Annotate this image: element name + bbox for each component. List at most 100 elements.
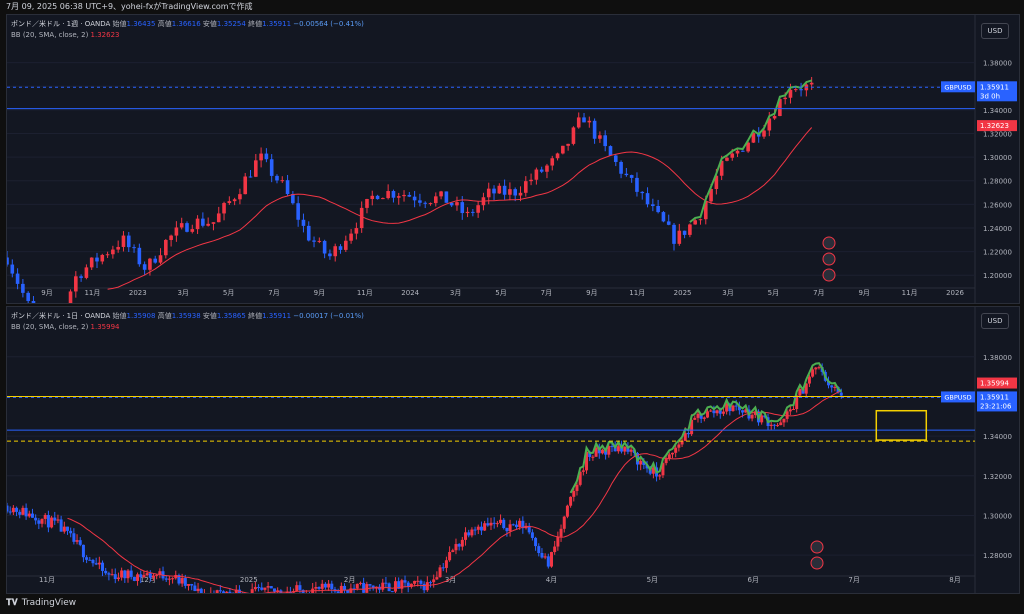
candle-body bbox=[793, 89, 798, 91]
price-badge bbox=[977, 391, 1017, 412]
candle-body bbox=[497, 185, 502, 194]
bollinger-basis-line bbox=[67, 390, 842, 593]
weekly-chart-pane[interactable]: ポンド／米ドル · 1週 · OANDA 始値1.36435 高値1.36616… bbox=[6, 14, 1020, 304]
candle-body bbox=[674, 447, 678, 453]
candle-body bbox=[672, 224, 676, 244]
candle-body bbox=[89, 257, 94, 268]
candle-body bbox=[381, 198, 385, 200]
candle-body bbox=[559, 528, 563, 537]
candle-body bbox=[712, 410, 716, 414]
candle-body bbox=[492, 188, 496, 194]
candle-body bbox=[521, 520, 525, 529]
candle-body bbox=[530, 532, 534, 538]
candle-body bbox=[269, 159, 274, 176]
candle-body bbox=[88, 559, 92, 561]
chart-window-title: 7月 09, 2025 06:38 UTC+9、yohei-fxがTrading… bbox=[0, 0, 1024, 14]
x-tick-label: 4月 bbox=[546, 576, 557, 584]
candle-body bbox=[591, 456, 595, 458]
bb-badge bbox=[977, 120, 1017, 132]
candle-body bbox=[811, 369, 815, 377]
bb-badge-value: 1.35994 bbox=[980, 380, 1009, 388]
candle-body bbox=[21, 283, 25, 293]
candle-body bbox=[804, 383, 808, 394]
candle-body bbox=[269, 586, 273, 589]
candle-body bbox=[523, 181, 528, 193]
candle-body bbox=[110, 574, 114, 576]
candle-body bbox=[623, 446, 627, 452]
candle-body bbox=[534, 537, 538, 547]
candle-body bbox=[581, 470, 585, 472]
close-label: 終値 bbox=[248, 20, 263, 28]
candle-body bbox=[658, 475, 662, 477]
candle-body bbox=[381, 582, 385, 590]
candle-body bbox=[513, 189, 517, 196]
candle-body bbox=[151, 575, 155, 578]
candle-body bbox=[113, 574, 117, 580]
candle-body bbox=[566, 143, 570, 146]
candle-body bbox=[540, 553, 544, 558]
x-tick-label: 8月 bbox=[949, 576, 960, 584]
candle-body bbox=[228, 591, 232, 593]
candle-body bbox=[788, 409, 792, 412]
candle-body bbox=[132, 576, 136, 581]
x-tick-label: 11月 bbox=[39, 576, 55, 584]
candle-body bbox=[169, 235, 173, 240]
candle-body bbox=[664, 459, 668, 464]
x-tick-label: 2024 bbox=[401, 289, 419, 297]
high-value: 1.35938 bbox=[171, 312, 201, 320]
candle-body bbox=[451, 550, 455, 553]
bb-badge bbox=[977, 377, 1017, 389]
candle-body bbox=[142, 575, 146, 578]
candle-body bbox=[174, 574, 178, 579]
lightning-icon bbox=[810, 540, 824, 554]
x-tick-label: 9月 bbox=[858, 289, 869, 297]
candle-body bbox=[142, 264, 147, 270]
candle-body bbox=[74, 276, 78, 292]
bb-badge-value: 1.32623 bbox=[980, 122, 1009, 130]
candle-body bbox=[43, 514, 47, 519]
candle-body bbox=[40, 518, 44, 524]
bb-label: BB (20, SMA, close, 2) bbox=[11, 31, 89, 39]
candle-body bbox=[682, 230, 687, 235]
candle-body bbox=[666, 221, 671, 225]
x-tick-label: 2025 bbox=[240, 576, 258, 584]
candle-body bbox=[677, 230, 682, 244]
candle-body bbox=[179, 223, 184, 228]
candle-body bbox=[15, 507, 19, 512]
open-value: 1.36435 bbox=[126, 20, 156, 28]
open-label: 始値 bbox=[112, 312, 127, 320]
currency-button[interactable]: USD bbox=[981, 313, 1009, 329]
close-value: 1.35911 bbox=[262, 312, 292, 320]
candle-body bbox=[11, 507, 15, 513]
candle-body bbox=[298, 585, 302, 590]
candle-body bbox=[199, 588, 203, 593]
y-tick-label: 1.28000 bbox=[983, 178, 1012, 186]
x-tick-label: 5月 bbox=[768, 289, 779, 297]
candle-body bbox=[79, 276, 83, 278]
candle-body bbox=[592, 120, 597, 139]
x-tick-label: 2月 bbox=[344, 576, 355, 584]
candle-body bbox=[788, 89, 793, 98]
currency-button[interactable]: USD bbox=[981, 23, 1009, 39]
candle-body bbox=[126, 570, 130, 579]
candle-body bbox=[27, 513, 31, 517]
candle-body bbox=[753, 411, 757, 415]
candle-body bbox=[502, 185, 507, 195]
candle-body bbox=[107, 573, 111, 575]
candle-body bbox=[339, 585, 343, 593]
candle-body bbox=[578, 471, 582, 485]
candle-body bbox=[418, 200, 422, 203]
daily-candlestick-chart[interactable]: 1.380001.360001.340001.320001.300001.280… bbox=[7, 307, 1019, 593]
candle-body bbox=[62, 526, 66, 532]
candle-body bbox=[467, 532, 471, 536]
weekly-candlestick-chart[interactable]: 1.380001.360001.340001.320001.300001.280… bbox=[7, 15, 1019, 303]
candle-body bbox=[772, 116, 777, 119]
daily-chart-pane[interactable]: ポンド／米ドル · 1日 · OANDA 始値1.35908 高値1.35938… bbox=[6, 306, 1020, 594]
candle-body bbox=[776, 425, 780, 427]
symbol-badge-label: GBPUSD bbox=[944, 83, 971, 91]
symbol-badge bbox=[941, 391, 975, 403]
candle-body bbox=[384, 582, 388, 584]
candle-body bbox=[37, 520, 41, 524]
candle-body bbox=[69, 530, 73, 534]
y-tick-label: 1.30000 bbox=[983, 512, 1012, 520]
